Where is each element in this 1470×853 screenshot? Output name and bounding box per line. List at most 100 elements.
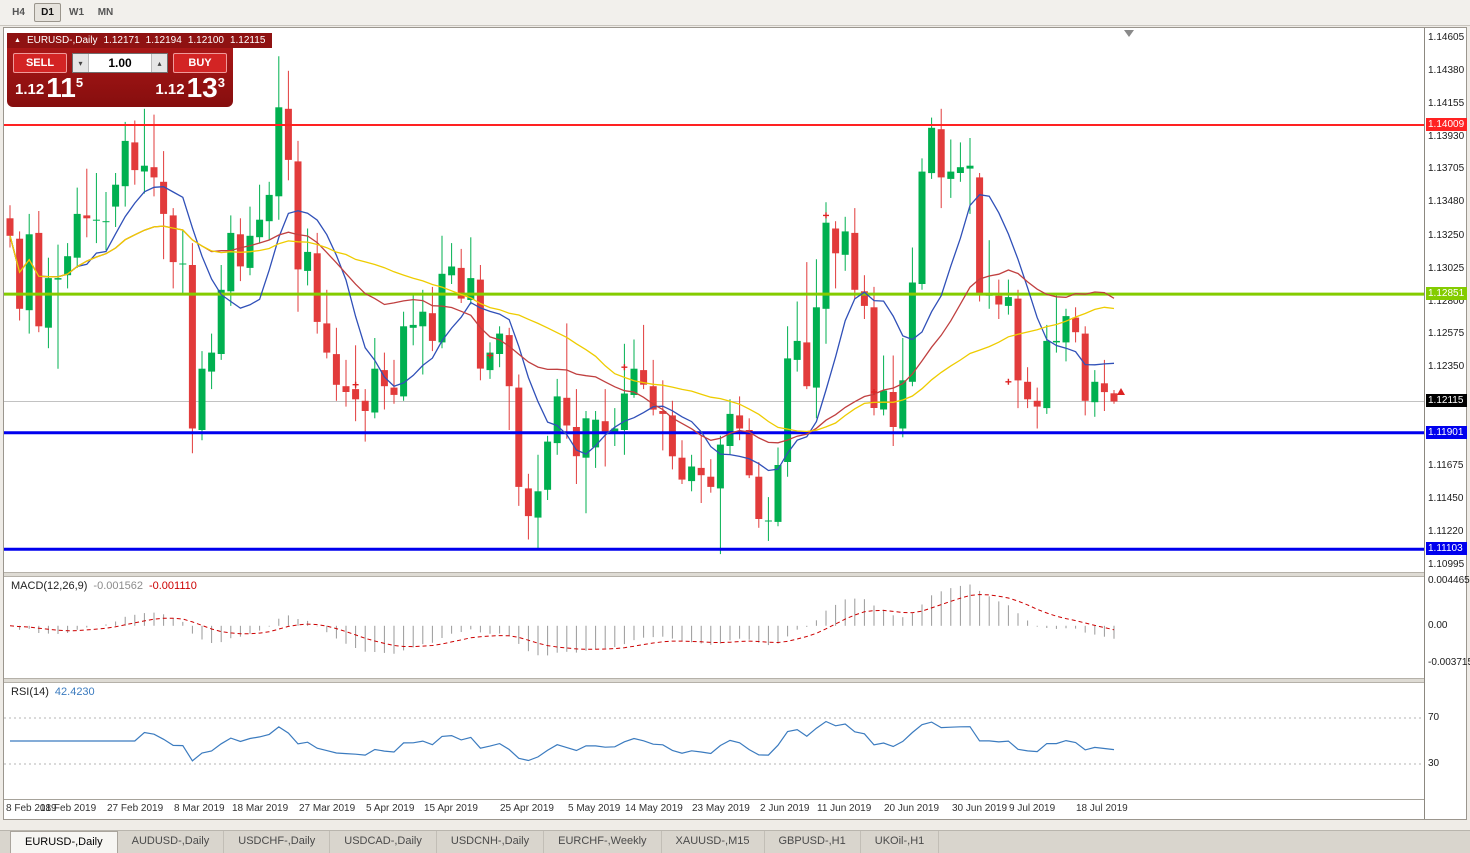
chart-shift-marker-icon[interactable] [1124,30,1134,37]
candle-body [92,219,100,221]
buy-price-sup: 3 [217,75,225,90]
date-tick-label: 20 Jun 2019 [884,803,940,814]
candle-body [860,291,868,306]
candle-body [880,390,888,410]
ma-fast-line [9,186,1115,472]
candle-body [160,181,168,214]
rsi-line [10,720,1115,762]
macd-histogram [19,584,1115,656]
chart-tab[interactable]: EURUSD-,Daily [10,831,118,853]
candle-body [1033,400,1041,407]
chart-tab[interactable]: UKOil-,H1 [861,831,940,853]
candles-layer [6,56,1118,555]
main-chart-panel[interactable]: ▲ EURUSD-,Daily 1.12171 1.12194 1.12100 … [4,28,1424,572]
candle-body [438,273,446,343]
candle-body [918,171,926,284]
date-tick-label: 11 Jun 2019 [817,803,872,814]
date-tick-label: 23 May 2019 [692,803,750,814]
date-tick-label: 27 Mar 2019 [299,803,356,814]
chart-tab[interactable]: USDCNH-,Daily [437,831,545,853]
candle-body [668,415,676,457]
candle-body [332,354,340,385]
candle-body [947,171,955,179]
candle-body [64,256,72,276]
volume-decrease-button[interactable]: ▾ [73,54,89,72]
candle-body [227,232,235,292]
macd-label: MACD(12,26,9) -0.001562 -0.001110 [11,580,203,592]
candle-body [236,234,244,267]
timeframe-button-mn[interactable]: MN [92,3,119,22]
timeframe-button-d1[interactable]: D1 [34,3,61,22]
candle-body [1081,333,1089,401]
price-axis[interactable]: 1.14605 1.14380 1.14155 1.13930 1.13705 1.134… [1424,28,1470,819]
candle-body [486,352,494,371]
trade-marker-icon [871,389,877,395]
candle-body [284,108,292,160]
collapse-arrow-icon[interactable]: ▲ [14,37,21,44]
buy-button[interactable]: BUY [173,53,227,73]
candle-body [476,279,484,369]
candle-body [956,167,964,173]
candle-body [150,167,158,178]
candle-body [419,311,427,327]
candle-body [1091,381,1099,403]
time-axis[interactable]: 8 Feb 2019 18 Feb 2019 27 Feb 2019 8 Mar 20… [4,799,1424,819]
chart-tab-bar: EURUSD-,Daily AUDUSD-,Daily USDCHF-,Daily U… [0,830,1470,853]
chart-tab[interactable]: GBPUSD-,H1 [765,831,861,853]
candle-body [899,380,907,429]
chart-tab[interactable]: XAUUSD-,M15 [662,831,765,853]
macd-chart[interactable] [4,577,1424,678]
candle-body [678,457,686,480]
candle-body [457,267,465,299]
main-chart[interactable] [4,28,1424,572]
level-price-label: 1.11103 [1426,542,1467,555]
rsi-panel[interactable]: RSI(14) 42.4230 [4,683,1424,799]
panel-separator[interactable] [4,572,1424,577]
sell-price-display[interactable]: 1.12 11 5 [15,72,84,103]
date-tick-label: 25 Apr 2019 [500,803,554,814]
sell-price-sup: 5 [75,75,84,90]
candle-body [371,368,379,413]
candle-body [505,335,513,387]
date-tick-label: 9 Jul 2019 [1009,803,1056,814]
candle-body [697,467,705,476]
price-tick-label: 1.12800 [1428,296,1465,307]
price-tick-label: 1.13025 [1428,263,1465,274]
candle-body [755,476,763,519]
panel-separator[interactable] [4,678,1424,683]
date-tick-label: 8 Mar 2019 [174,803,225,814]
rsi-chart[interactable] [4,683,1424,799]
volume-input[interactable] [89,54,151,72]
candle-body [688,466,696,482]
price-tick-label: 1.13705 [1428,163,1465,174]
trade-marker-icon [1005,378,1012,385]
price-tick-label: 1.11220 [1428,526,1464,537]
candle-body [707,476,715,487]
chart-tab[interactable]: USDCHF-,Daily [224,831,331,853]
price-tick-label: 1.10995 [1428,559,1465,570]
candle-body [256,219,264,238]
chart-tab[interactable]: EURCHF-,Weekly [544,831,662,853]
rsi-label: RSI(14) 42.4230 [11,686,101,698]
candle-body [217,289,225,354]
chart-tab[interactable]: AUDUSD-,Daily [118,831,225,853]
candle-body [736,415,744,429]
buy-price-display[interactable]: 1.12 13 3 [155,74,225,102]
candle-body [409,324,417,328]
quote-bar[interactable]: ▲ EURUSD-,Daily 1.12171 1.12194 1.12100 … [7,33,273,48]
sell-price-big: 11 [46,72,76,103]
volume-increase-button[interactable]: ▴ [151,54,167,72]
rsi-name: RSI(14) [11,686,49,698]
sell-button[interactable]: SELL [13,53,67,73]
timeframe-button-h4[interactable]: H4 [5,3,32,22]
macd-tick-label: -0.003715 [1428,657,1470,668]
chart-tab[interactable]: USDCAD-,Daily [330,831,437,853]
macd-panel[interactable]: MACD(12,26,9) -0.001562 -0.001110 [4,577,1424,678]
candle-body [803,342,811,387]
candle-body [659,411,667,414]
candle-body [448,266,456,276]
price-tick-label: 1.12575 [1428,328,1465,339]
timeframe-button-w1[interactable]: W1 [63,3,90,22]
price-tick-label: 1.11450 [1428,493,1464,504]
chart-plots: ▲ EURUSD-,Daily 1.12171 1.12194 1.12100 … [4,28,1424,819]
